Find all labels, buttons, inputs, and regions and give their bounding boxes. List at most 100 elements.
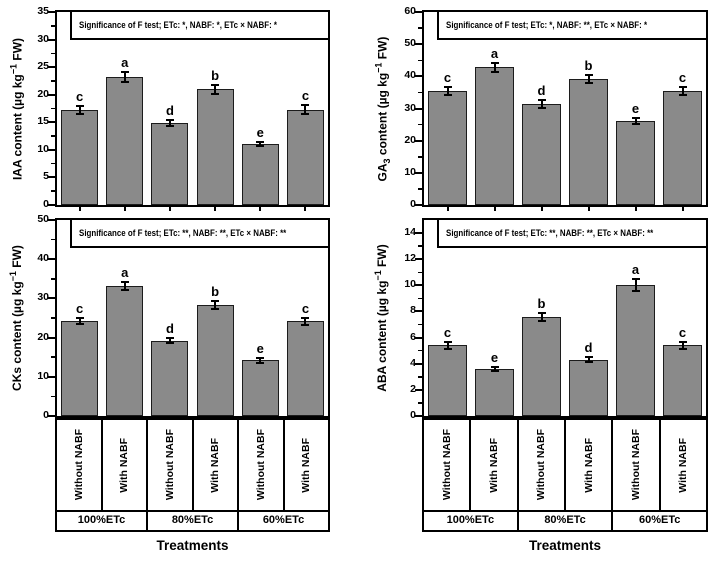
error-bar-cap <box>120 280 129 283</box>
treatment-cell: Without NABF <box>613 420 661 510</box>
bar-slot: a <box>471 12 518 205</box>
treatment-label-row: Without NABF With NABF Without NABF With NA… <box>57 420 328 510</box>
y-tick-mark <box>415 139 422 142</box>
x-tick-mark <box>540 207 543 211</box>
x-tick-mark <box>168 207 171 211</box>
error-bar-cap <box>165 337 174 339</box>
error-bar <box>259 358 262 363</box>
error-bar-cap <box>678 94 687 96</box>
error-bar-cap <box>301 104 310 107</box>
significance-letter: c <box>443 69 452 85</box>
significance-letter: c <box>75 300 84 316</box>
group-cell: 80%ETc <box>519 512 614 530</box>
error-bar-cap <box>678 340 687 343</box>
error-bar-cap <box>211 92 220 95</box>
y-tick-mark <box>48 258 55 261</box>
significance-letter: a <box>631 262 640 278</box>
error-bar-cap <box>211 83 220 86</box>
bar-slot: a <box>102 220 147 416</box>
treatment-cell: Without NABF <box>148 420 194 510</box>
x-axis-treatment-table: Without NABF With NABF Without NABF With NA… <box>55 418 330 532</box>
treatment-cell: Without NABF <box>424 420 472 510</box>
y-tick-mark <box>415 362 422 365</box>
bar-aba-5 <box>616 285 655 416</box>
bar-slot: e <box>238 12 283 205</box>
error-bar-cap <box>631 117 640 120</box>
error-bar-cap <box>490 70 499 73</box>
bar-ga3-1 <box>428 90 467 205</box>
error-bar <box>540 312 543 321</box>
bar-aba-6 <box>663 345 702 416</box>
error-bar-cap <box>443 348 452 351</box>
bar-slot: b <box>518 220 565 416</box>
error-bar-cap <box>211 300 220 303</box>
bar-slot: d <box>518 12 565 205</box>
chart-panel-iaa: IAA content (µg kg−1 FW) 0 5 10 15 20 25 30 35 … <box>0 6 358 211</box>
treatment-label: Without NABF <box>72 429 85 501</box>
significance-letter: a <box>121 264 129 280</box>
treatment-cell: With NABF <box>566 420 614 510</box>
bar-slot: c <box>424 12 471 205</box>
significance-letter: c <box>75 89 84 105</box>
plot-area-aba: Significance of F test; ETc: **, NABF: *… <box>422 218 708 418</box>
y-tick-mark <box>415 171 422 174</box>
error-bar-cap <box>631 290 640 293</box>
error-bar-cap <box>120 288 129 291</box>
treatment-label: Without NABF <box>629 429 642 501</box>
error-bar <box>493 63 496 72</box>
error-bar <box>634 279 637 292</box>
y-tick-mark <box>415 11 422 13</box>
y-tick-mark <box>48 121 55 124</box>
significance-letter: d <box>165 321 174 336</box>
error-bar-cap <box>120 81 129 84</box>
significance-letter: a <box>121 55 129 71</box>
bar-aba-2 <box>475 368 514 416</box>
bar-slot: a <box>612 220 659 416</box>
error-bar <box>259 141 262 146</box>
bar-slot: c <box>283 12 328 205</box>
error-bar-cap <box>165 124 174 127</box>
bar-slot: c <box>57 12 102 205</box>
y-tick-mark <box>48 204 55 206</box>
significance-letter: b <box>584 58 593 74</box>
error-bar-cap <box>75 105 84 108</box>
significance-letter: e <box>631 101 640 117</box>
error-bar-cap <box>120 71 129 74</box>
significance-letter: a <box>490 46 499 62</box>
bar-ga3-6 <box>663 91 702 205</box>
treatment-label-row: Without NABF With NABF Without NABF With NA… <box>424 420 706 510</box>
y-axis-title-aba: ABA content (µg kg−1 FW) <box>373 244 389 392</box>
error-bar <box>214 84 217 94</box>
y-tick-mark <box>415 107 422 110</box>
x-tick-mark <box>587 207 590 211</box>
significance-letter: d <box>165 103 174 119</box>
error-bar <box>304 317 307 325</box>
significance-letter: d <box>584 340 593 356</box>
bar-slot: a <box>102 12 147 205</box>
y-tick-mark <box>415 310 422 313</box>
error-bar-cap <box>256 356 265 359</box>
bar-iaa-3 <box>151 122 189 205</box>
x-tick-mark <box>304 207 307 211</box>
bar-ga3-3 <box>522 104 561 205</box>
significance-letter: e <box>256 124 264 140</box>
treatment-label: Without NABF <box>254 429 267 501</box>
y-tick-mark <box>48 11 55 13</box>
bars-container: c a d b e c <box>424 12 706 205</box>
error-bar <box>304 105 307 115</box>
group-cell: 60%ETc <box>638 514 681 526</box>
bar-cks-5 <box>241 360 279 416</box>
treatment-cell: Without NABF <box>519 420 566 510</box>
y-tick-mark <box>48 93 55 96</box>
error-bar-cap <box>165 119 174 122</box>
treatment-label: With NABF <box>677 437 690 493</box>
significance-box: Significance of F test; ETc: *, NABF: **… <box>437 10 708 40</box>
x-tick-mark <box>446 207 449 211</box>
chart-panel-cks: CKs content (µg kg−1 FW) 0 10 20 30 40 50 Sig… <box>0 214 358 422</box>
y-axis-title-iaa: IAA content (µg kg−1 FW) <box>8 37 24 180</box>
significance-box: Significance of F test; ETc: *, NABF: *,… <box>70 10 330 40</box>
bar-iaa-1 <box>61 110 99 205</box>
bar-slot: b <box>565 12 612 205</box>
significance-letter: c <box>678 70 687 86</box>
treatment-cell: Without NABF <box>57 420 103 510</box>
